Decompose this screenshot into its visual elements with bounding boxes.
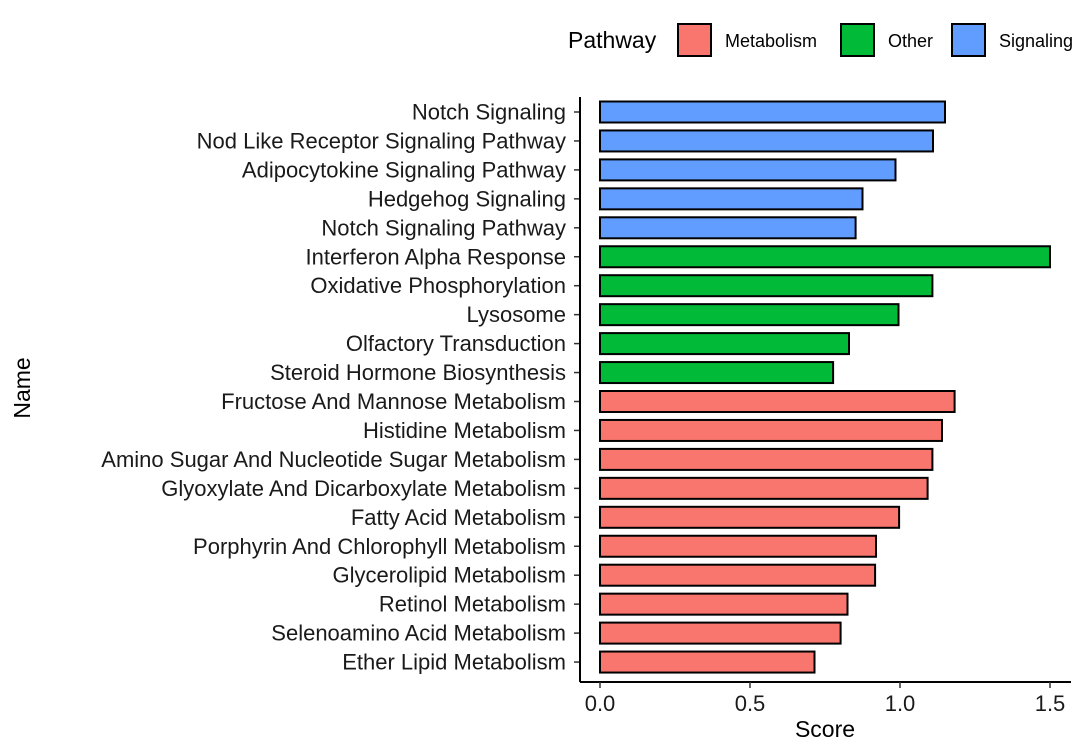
category-label: Histidine Metabolism [363, 418, 566, 443]
category-label: Retinol Metabolism [379, 592, 566, 617]
y-axis-title: Name [9, 357, 35, 418]
bar [599, 418, 943, 442]
bar [599, 158, 897, 182]
legend-title: Pathway [568, 27, 657, 53]
bar [599, 390, 956, 413]
bar [599, 650, 816, 674]
category-label: Hedgehog Signaling [368, 186, 566, 211]
category-label: Notch Signaling Pathway [321, 215, 566, 240]
category-labels: Notch Signaling Nod Like Receptor Signali… [101, 100, 566, 675]
category-label: Adipocytokine Signaling Pathway [242, 157, 566, 182]
bars [599, 100, 1051, 674]
bar [599, 361, 835, 385]
category-label: Nod Like Receptor Signaling Pathway [197, 128, 566, 153]
bar [599, 476, 929, 500]
category-label: Ether Lipid Metabolism [342, 650, 566, 675]
category-label: Notch Signaling [412, 100, 566, 125]
bar [599, 100, 946, 124]
x-tick-label: 0.0 [585, 691, 616, 716]
bar [599, 592, 849, 616]
bar [599, 563, 877, 587]
bar [599, 187, 864, 211]
bar [599, 534, 877, 558]
bar [599, 129, 934, 153]
x-axis-title: Score [795, 716, 855, 742]
bar [599, 274, 934, 298]
x-tick-label: 1.0 [885, 691, 916, 716]
category-label: Selenoamino Acid Metabolism [271, 621, 566, 646]
legend-swatch-signaling [951, 23, 986, 57]
bar [599, 303, 900, 327]
category-label: Glycerolipid Metabolism [332, 563, 566, 588]
legend-label-metabolism: Metabolism [725, 31, 817, 51]
legend-swatch-other [840, 23, 875, 57]
bar [599, 447, 934, 471]
legend-label-other: Other [888, 31, 933, 51]
axes: 0.0 0.5 1.0 1.5 [574, 97, 1071, 716]
bar [599, 216, 857, 240]
category-label: Fatty Acid Metabolism [351, 505, 566, 530]
legend: Pathway Metabolism Other Signaling [568, 23, 1073, 57]
legend-swatch-metabolism [677, 23, 712, 57]
x-tick-label: 0.5 [735, 691, 766, 716]
legend-label-signaling: Signaling [999, 31, 1073, 51]
bar [599, 505, 901, 529]
category-label: Fructose And Mannose Metabolism [221, 389, 566, 414]
category-label: Oxidative Phosphorylation [310, 273, 566, 298]
category-label: Porphyrin And Chlorophyll Metabolism [193, 534, 566, 559]
bar [599, 332, 850, 356]
category-label: Interferon Alpha Response [305, 244, 566, 269]
category-label: Lysosome [467, 302, 566, 327]
x-tick-label: 1.5 [1035, 691, 1066, 716]
bar [599, 245, 1051, 269]
bar [599, 621, 842, 645]
category-label: Amino Sugar And Nucleotide Sugar Metabol… [101, 447, 566, 472]
category-label: Steroid Hormone Biosynthesis [270, 360, 566, 385]
category-label: Olfactory Transduction [346, 331, 566, 356]
category-label: Glyoxylate And Dicarboxylate Metabolism [161, 476, 566, 501]
